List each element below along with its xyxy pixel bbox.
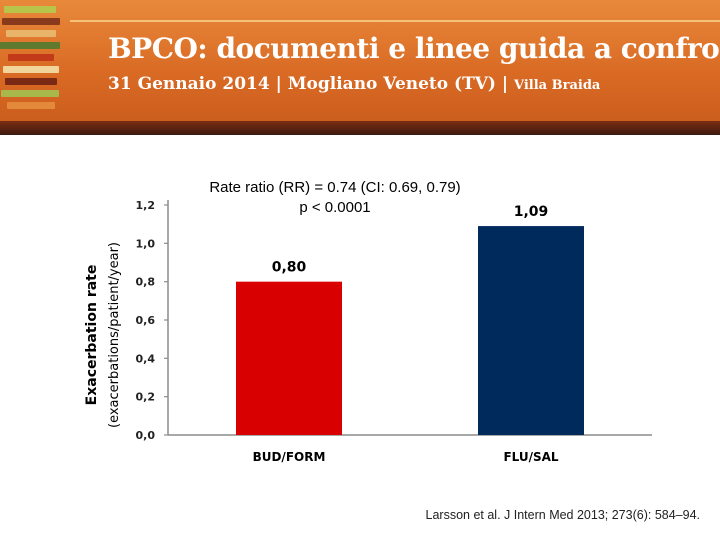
bar-bud-form	[236, 281, 342, 435]
citation: Larsson et al. J Intern Med 2013; 273(6)…	[425, 508, 700, 522]
y-tick-label: 0,6	[136, 314, 156, 327]
banner-location: Mogliano Veneto (TV)	[287, 74, 496, 94]
y-tick-label: 1,0	[136, 237, 156, 250]
annotation-line2: p < 0.0001	[299, 199, 371, 216]
y-ticks: 0,0 0,2 0,4 0,6 0,8 1,0 1,2	[136, 199, 168, 442]
y-axis-label-line2: (exacerbations/patient/year)	[107, 242, 122, 428]
y-tick-label: 0,4	[136, 352, 156, 365]
y-axis-title: Exacerbation rate (exacerbations/patient…	[84, 242, 122, 428]
bar-chart: Exacerbation rate (exacerbations/patient…	[84, 199, 652, 464]
banner-title: BPCO: documenti e linee guida a confront…	[108, 32, 720, 65]
bar-value-label: 1,09	[514, 204, 549, 220]
bars: 0,80 BUD/FORM 1,09 FLU/SAL	[236, 204, 584, 464]
x-category-label: BUD/FORM	[253, 450, 326, 464]
bar-flu-sal	[478, 226, 584, 435]
banner-separator-2: |	[501, 74, 509, 94]
y-tick-label: 0,0	[136, 429, 156, 442]
books-decoration	[0, 0, 70, 135]
rate-ratio-annotation: Rate ratio (RR) = 0.74 (CI: 0.69, 0.79) …	[160, 178, 510, 218]
banner-top-rule	[70, 20, 720, 22]
bar-value-label: 0,80	[272, 260, 307, 276]
banner-venue: Villa Braida	[514, 78, 601, 93]
y-axis-label-line1: Exacerbation rate	[84, 265, 100, 406]
banner-bottom-band	[0, 121, 720, 135]
y-tick-label: 0,2	[136, 391, 156, 404]
y-tick-label: 1,2	[136, 199, 156, 212]
banner-separator: |	[275, 74, 282, 94]
x-category-label: FLU/SAL	[503, 450, 558, 464]
y-tick-label: 0,8	[136, 276, 156, 289]
header-banner: BPCO: documenti e linee guida a confront…	[0, 0, 720, 135]
banner-date: 31 Gennaio 2014	[108, 74, 270, 94]
banner-subtitle: 31 Gennaio 2014 | Mogliano Veneto (TV) |…	[108, 74, 600, 94]
annotation-line1: Rate ratio (RR) = 0.74 (CI: 0.69, 0.79)	[209, 179, 461, 196]
